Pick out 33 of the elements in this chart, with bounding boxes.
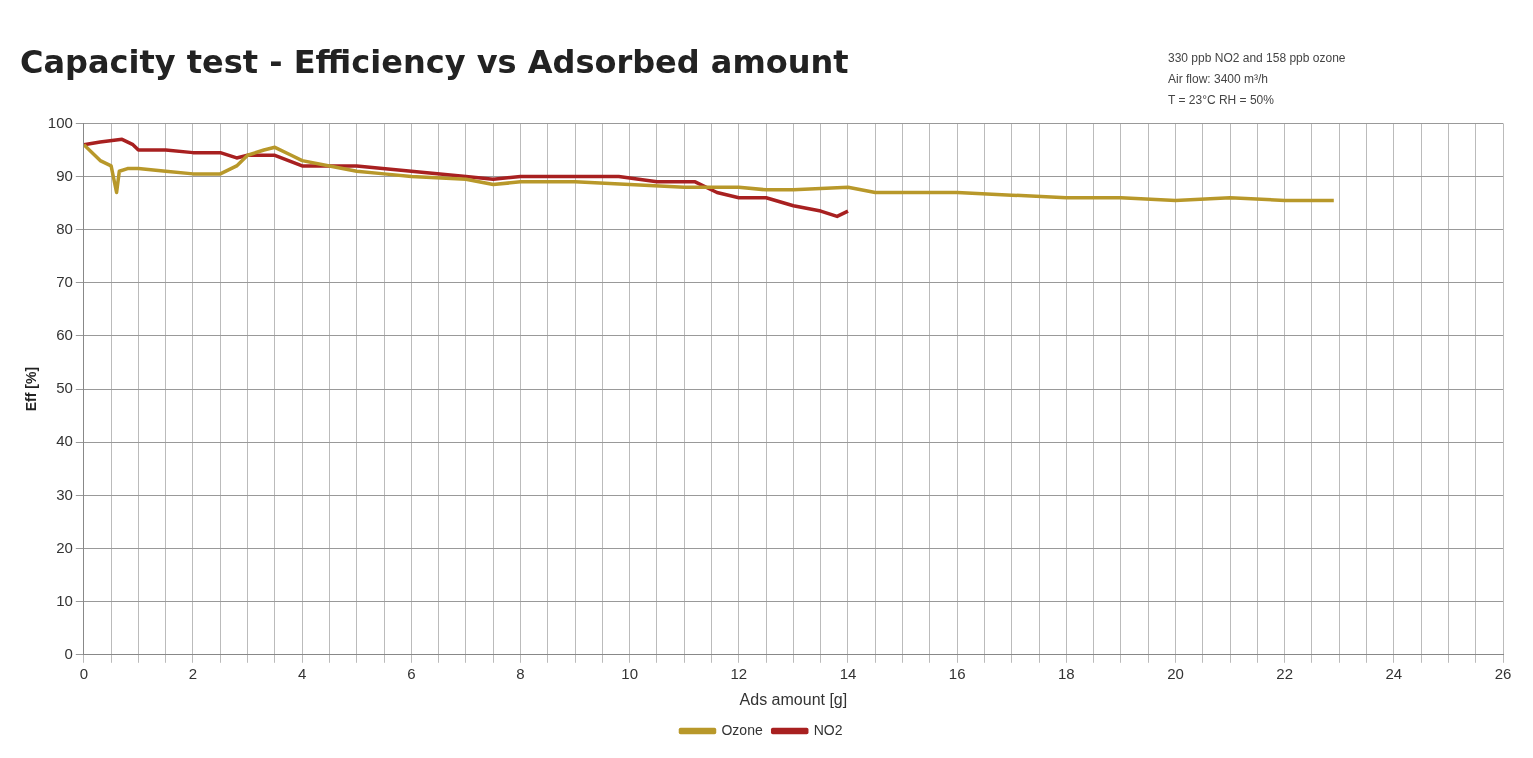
- y-tick-label: 0: [64, 644, 73, 662]
- legend-label: NO2: [813, 721, 843, 738]
- y-tick-label: 30: [56, 485, 73, 503]
- x-tick-label: 6: [407, 664, 416, 682]
- x-tick-label: 24: [1385, 664, 1403, 682]
- y-tick-label: 20: [56, 538, 73, 556]
- x-tick-label: 2: [188, 664, 198, 682]
- text: Air flow: 3400 m³/h: [1168, 71, 1270, 88]
- y-tick-label: 100: [47, 113, 73, 131]
- text: 330 ppb NO2 and 158 ppb ozone: [1168, 50, 1346, 67]
- text: T = 23°C RH = 50%: [1168, 92, 1275, 109]
- x-tick-label: 10: [621, 664, 639, 682]
- x-tick-label: 18: [1057, 664, 1075, 682]
- x-tick-label: 22: [1276, 664, 1294, 682]
- y-tick-label: 10: [56, 591, 73, 609]
- y-axis-title: Eff [%]: [23, 366, 40, 412]
- chart-title: Capacity test - Efficiency vs Adsorbed amount: [20, 42, 849, 81]
- y-tick-label: 90: [56, 166, 73, 184]
- x-axis-title: Ads amount [g]: [739, 690, 848, 708]
- x-tick-label: 4: [297, 664, 307, 682]
- legend-label: Ozone: [721, 721, 763, 738]
- y-tick-label: 70: [56, 272, 73, 290]
- x-tick-label: 12: [730, 664, 748, 682]
- x-tick-label: 0: [79, 664, 88, 682]
- x-tick-label: 20: [1167, 664, 1184, 682]
- y-tick-label: 80: [56, 219, 73, 237]
- x-tick-label: 26: [1494, 664, 1512, 682]
- x-tick-label: 8: [516, 664, 525, 682]
- x-tick-label: 16: [948, 664, 966, 682]
- y-tick-label: 50: [56, 379, 73, 397]
- y-tick-label: 60: [56, 326, 73, 344]
- x-tick-label: 14: [839, 664, 857, 682]
- y-tick-label: 40: [56, 432, 73, 450]
